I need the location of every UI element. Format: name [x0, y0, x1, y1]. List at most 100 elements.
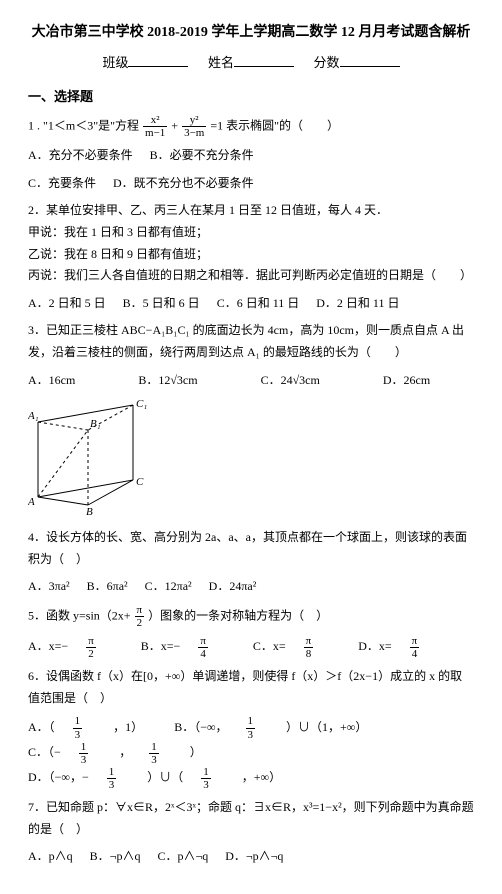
label-B1: B₁: [90, 418, 101, 430]
q5-opts: A．x=− π2 B．x=− π4 C．x= π8 D．x= π4: [28, 635, 474, 660]
q6-A-num: 1: [73, 715, 83, 728]
q6-C-num2: 1: [149, 741, 159, 754]
q6-C-end: ）: [190, 742, 202, 764]
q6-C-den: 3: [79, 754, 89, 766]
score-label: 分数: [314, 55, 340, 70]
q5-A-num: π: [86, 635, 96, 648]
q3-D: D．26cm: [383, 370, 430, 392]
q5-A-den: 2: [86, 648, 96, 660]
q1-opts-row1: A．充分不必要条件 B．必要不充分条件: [28, 145, 474, 167]
q7-B: B．¬p∧q: [90, 846, 141, 868]
q3-A: A．16cm: [28, 370, 75, 392]
q5-B-pre: B．x=−: [141, 636, 181, 658]
header-blanks: 班级 姓名 分数: [28, 51, 474, 74]
q2-D: D．2 日和 11 日: [316, 293, 399, 315]
q1-frac2: y² 3−m: [182, 114, 206, 139]
q6-D-end: ，+∞）: [242, 767, 281, 789]
name-label: 姓名: [208, 55, 234, 70]
q1-frac1-den: m−1: [143, 127, 167, 139]
name-blank: [234, 53, 294, 67]
q5-B-den: 4: [198, 648, 208, 660]
q1-frac2-num: y²: [182, 114, 206, 127]
q7-A: A．p∧q: [28, 846, 73, 868]
q3: 3．已知正三棱柱 ABC−A₁B₁C₁ 的底面边长为 4cm，高为 10cm，则…: [28, 320, 474, 363]
q1-D: D．既不充分也不必要条件: [113, 173, 254, 195]
q6-A: A．（ 13 ，1）: [28, 715, 157, 740]
q1-frac1: x² m−1: [143, 114, 167, 139]
q5-frac: π 2: [135, 604, 145, 629]
section-1-head: 一、选择题: [28, 85, 474, 108]
label-B: B: [86, 506, 93, 517]
q6-D-num: 1: [107, 766, 117, 779]
q6-C-mid: ，: [119, 742, 131, 764]
q3-B: B．12√3cm: [138, 370, 197, 392]
q6-B-den: 3: [246, 729, 256, 741]
q7-opts: A．p∧q B．¬p∧q C．p∧¬q D．¬p∧¬q: [28, 846, 474, 868]
q1-C: C．充要条件: [28, 173, 96, 195]
q1-stem-b: =1 表示椭圆"的（ ）: [210, 118, 339, 132]
q2-A: A．2 日和 5 日: [28, 293, 106, 315]
q5-A: A．x=− π2: [28, 635, 124, 660]
q6-D-den2: 3: [201, 779, 211, 791]
q6-C-num: 1: [79, 741, 89, 754]
q5-D: D．x= π4: [358, 635, 447, 660]
q6-A-pre: A．（: [28, 717, 55, 739]
score-blank: [340, 53, 400, 67]
q2-l2: 甲说：我在 1 日和 3 日都有值班；: [28, 222, 474, 244]
q5-C-num: π: [304, 635, 314, 648]
q5-B: B．x=− π4: [141, 635, 236, 660]
q7-D: D．¬p∧¬q: [225, 846, 283, 868]
q4-A: A．3πa²: [28, 576, 70, 598]
q6-C-den2: 3: [149, 754, 159, 766]
q5-stem-b: ）图象的一条对称轴方程为（ ）: [148, 608, 328, 622]
q6-C: C．（− 13 ， 13 ）: [28, 741, 216, 766]
q5-D-pre: D．x=: [358, 636, 391, 658]
q6-D: D．（−∞，− 13 ）∪（ 13 ，+∞）: [28, 766, 295, 791]
q5-A-pre: A．x=−: [28, 636, 68, 658]
q4-opts: A．3πa² B．6πa² C．12πa² D．24πa²: [28, 576, 474, 598]
q7-C: C．p∧¬q: [157, 846, 208, 868]
q3-figure: A₁ C₁ B₁ A C B: [28, 397, 474, 517]
q4: 4．设长方体的长、宽、高分别为 2a、a、a，其顶点都在一个球面上，则该球的表面…: [28, 527, 474, 570]
label-C: C: [136, 476, 144, 488]
q6-D-pre: D．（−∞，−: [28, 767, 89, 789]
label-C1: C₁: [136, 398, 147, 410]
label-A1: A₁: [28, 410, 39, 422]
q2: 2．某单位安排甲、乙、丙三人在某月 1 日至 12 日值班，每人 4 天． 甲说…: [28, 200, 474, 286]
q6-C-pre: C．（−: [28, 742, 61, 764]
q6-D-num2: 1: [201, 766, 211, 779]
q6-B-mid: ）∪（1，+∞）: [286, 717, 367, 739]
q4-B: B．6πa²: [87, 576, 128, 598]
q6-A-mid: ，1）: [113, 717, 143, 739]
q3-opts: A．16cm B．12√3cm C．24√3cm D．26cm: [28, 370, 474, 392]
q7: 7．已知命题 p：∀x∈R，2ˣ＜3ˣ；命题 q：∃x∈R，x³=1−x²，则下…: [28, 797, 474, 840]
q5-B-num: π: [198, 635, 208, 648]
class-label: 班级: [102, 55, 128, 70]
q1-B: B．必要不充分条件: [150, 145, 254, 167]
q6: 6．设偶函数 f（x）在[0，+∞）单调递增，则使得 f（x）＞f（2x−1）成…: [28, 666, 474, 709]
q6-B-pre: B．（−∞，: [174, 717, 227, 739]
q4-D: D．24πa²: [209, 576, 257, 598]
q2-opts: A．2 日和 5 日 B．5 日和 6 日 C．6 日和 11 日 D．2 日和…: [28, 293, 474, 315]
q1-frac2-den: 3−m: [182, 127, 206, 139]
q1-A: A．充分不必要条件: [28, 145, 133, 167]
prism-diagram: A₁ C₁ B₁ A C B: [28, 397, 178, 517]
q1-opts-row2: C．充要条件 D．既不充分也不必要条件: [28, 173, 474, 195]
q2-B: B．5 日和 6 日: [123, 293, 200, 315]
q3-C: C．24√3cm: [261, 370, 320, 392]
q6-D-den: 3: [107, 779, 117, 791]
q5: 5．函数 y=sin（2x+ π 2 ）图象的一条对称轴方程为（ ）: [28, 604, 474, 629]
q4-C: C．12πa²: [145, 576, 192, 598]
q6-D-mid: ）∪（: [147, 767, 183, 789]
q6-A-den: 3: [73, 729, 83, 741]
q6-B-num: 1: [246, 715, 256, 728]
q5-frac-num: π: [135, 604, 145, 617]
q2-l3: 乙说：我在 8 日和 9 日都有值班；: [28, 244, 474, 266]
q5-C-den: 8: [304, 648, 314, 660]
q1: 1 . "1＜m＜3"是"方程 x² m−1 + y² 3−m =1 表示椭圆"…: [28, 114, 474, 139]
class-blank: [128, 53, 188, 67]
q5-C-pre: C．x=: [253, 636, 286, 658]
q1-stem-a: 1 . "1＜m＜3"是"方程: [28, 118, 139, 132]
q6-opts: A．（ 13 ，1） B．（−∞， 13 ）∪（1，+∞） C．（− 13 ， …: [28, 715, 474, 791]
q2-C: C．6 日和 11 日: [217, 293, 300, 315]
